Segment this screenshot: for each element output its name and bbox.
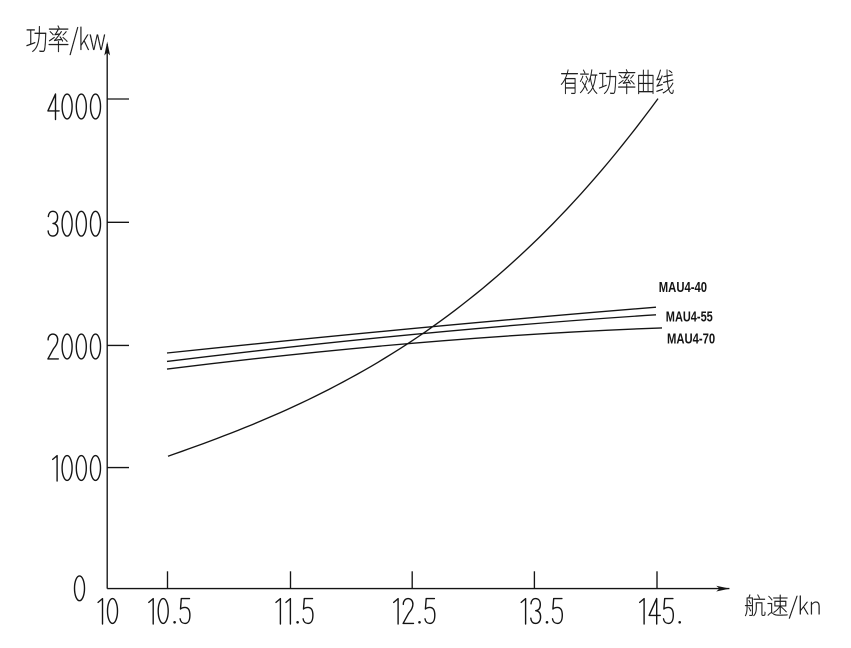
svg-text:MAU4-70: MAU4-70 <box>667 330 715 347</box>
svg-text:MAU4-55: MAU4-55 <box>666 308 713 325</box>
svg-text:MAU4-40: MAU4-40 <box>659 279 707 296</box>
